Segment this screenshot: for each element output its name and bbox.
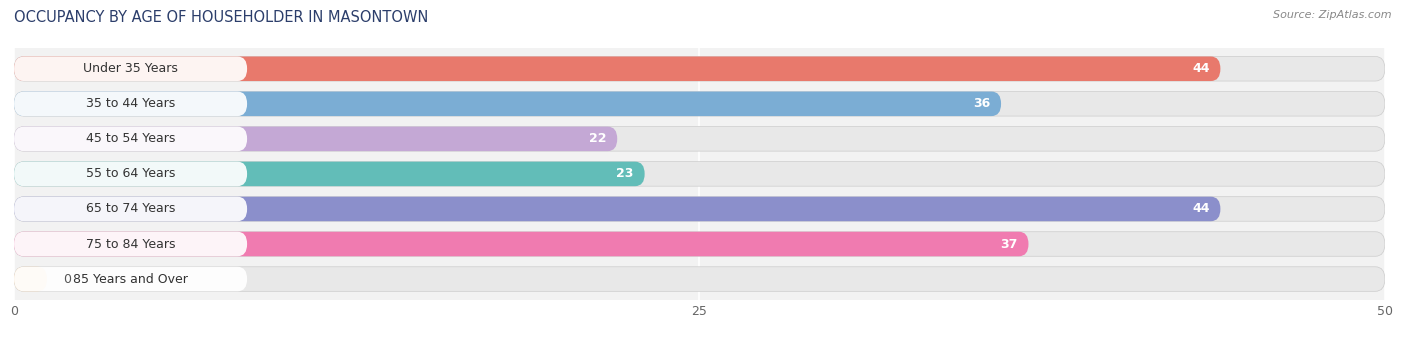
Text: 75 to 84 Years: 75 to 84 Years: [86, 237, 176, 251]
Text: Under 35 Years: Under 35 Years: [83, 62, 179, 75]
Text: 37: 37: [1000, 237, 1018, 251]
Text: 65 to 74 Years: 65 to 74 Years: [86, 203, 176, 216]
FancyBboxPatch shape: [14, 232, 1029, 256]
Text: 22: 22: [589, 132, 606, 145]
Text: 44: 44: [1192, 203, 1209, 216]
Text: 36: 36: [973, 97, 990, 110]
FancyBboxPatch shape: [14, 162, 247, 186]
Text: 0: 0: [63, 272, 72, 285]
Text: Source: ZipAtlas.com: Source: ZipAtlas.com: [1274, 10, 1392, 20]
FancyBboxPatch shape: [14, 91, 1001, 116]
Text: 45 to 54 Years: 45 to 54 Years: [86, 132, 176, 145]
FancyBboxPatch shape: [14, 267, 1385, 291]
FancyBboxPatch shape: [14, 197, 1220, 221]
FancyBboxPatch shape: [14, 127, 247, 151]
Text: 85 Years and Over: 85 Years and Over: [73, 272, 188, 285]
FancyBboxPatch shape: [14, 197, 1385, 221]
FancyBboxPatch shape: [14, 267, 247, 291]
Text: 55 to 64 Years: 55 to 64 Years: [86, 167, 176, 180]
FancyBboxPatch shape: [14, 232, 247, 256]
Text: 23: 23: [616, 167, 634, 180]
Text: 44: 44: [1192, 62, 1209, 75]
Text: OCCUPANCY BY AGE OF HOUSEHOLDER IN MASONTOWN: OCCUPANCY BY AGE OF HOUSEHOLDER IN MASON…: [14, 10, 429, 25]
FancyBboxPatch shape: [14, 232, 1385, 256]
FancyBboxPatch shape: [14, 57, 247, 81]
FancyBboxPatch shape: [14, 162, 644, 186]
FancyBboxPatch shape: [14, 91, 1385, 116]
FancyBboxPatch shape: [14, 91, 247, 116]
Text: 35 to 44 Years: 35 to 44 Years: [86, 97, 176, 110]
FancyBboxPatch shape: [14, 127, 617, 151]
FancyBboxPatch shape: [14, 57, 1220, 81]
FancyBboxPatch shape: [14, 127, 1385, 151]
FancyBboxPatch shape: [14, 57, 1385, 81]
FancyBboxPatch shape: [14, 162, 1385, 186]
FancyBboxPatch shape: [14, 267, 46, 291]
FancyBboxPatch shape: [14, 197, 247, 221]
